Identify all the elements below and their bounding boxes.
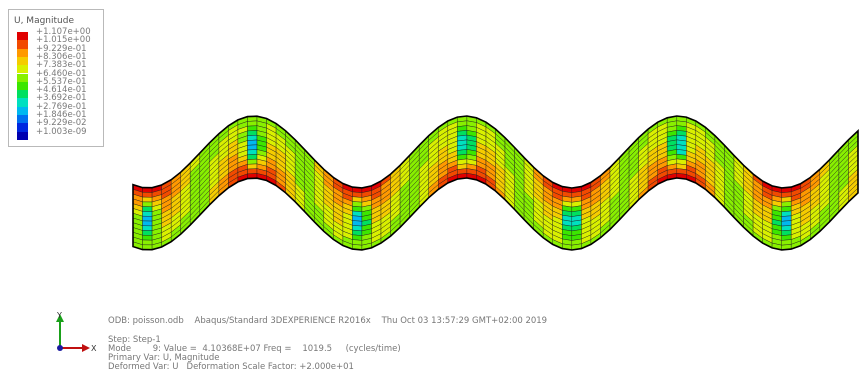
legend-entry: +7.383e-01 [14,61,102,74]
mesh-boundary [132,115,859,251]
legend-color-swatch [17,98,28,107]
legend-entry: +5.537e-01 [14,77,102,91]
viewport-info: ODB: poisson.odb Abaqus/Standard 3DEXPER… [108,317,547,372]
legend-entry-label: +7.383e-01 [36,60,87,71]
mesh-element [142,215,153,222]
legend-entry-label: +1.003e-09 [36,126,87,137]
mesh-element [142,225,153,231]
legend-entry: +2.769e-01 [14,102,102,115]
legend-entry-label: +4.614e-01 [36,85,87,96]
legend-entry-label: +1.015e+00 [36,35,91,46]
contour-legend: U, Magnitude +1.107e+00 +1.015e+00 +9.229e… [8,9,104,147]
legend-entry: +9.229e-01 [14,44,102,57]
mesh-outline [132,115,859,251]
legend-entry-label: +1.107e+00 [36,27,91,37]
mesh-element [247,120,258,127]
step-info-line: Step: Step-1 [108,335,161,345]
mesh-element [247,125,258,132]
legend-entry: +1.107e+00 [14,28,102,41]
legend-entry: +1.015e+00 [14,36,102,49]
mesh-element [247,130,258,136]
mesh-element [142,201,153,208]
legend-entry-label: +8.306e-01 [36,51,87,62]
legend-color-swatch [17,131,28,140]
legend-title: U, Magnitude [14,16,74,26]
legend-color-swatch [17,106,28,115]
legend-color-swatch [17,56,28,66]
x-arrowhead [82,344,90,352]
mesh-element [247,139,258,146]
legend-color-swatch [17,115,28,124]
y-axis-label: Y [56,311,62,320]
legend-entry: +1.003e-09 [14,127,102,140]
mesh-element [142,211,153,217]
legend-entry-label: +1.846e-01 [36,110,87,120]
legend-entry: +6.460e-01 [14,69,102,82]
mesh-element [247,168,258,175]
legend-entry: +1.846e-01 [14,111,102,124]
mesh-element [142,192,153,198]
legend-entry-label: +6.460e-01 [36,68,87,79]
mesh-element [247,158,258,165]
legend-entry-label: +2.769e-01 [36,101,87,112]
mesh-element [142,220,153,227]
coordinate-triad: Y X [56,311,97,353]
primary-var-line: Primary Var: U, Magnitude [108,353,220,363]
legend-color-swatch [17,48,28,57]
mesh-element [247,144,258,151]
legend-color-swatch [17,90,28,99]
legend-entry: +3.692e-01 [14,94,102,107]
mesh-element [247,163,258,170]
mesh-element [781,210,792,217]
z-axis-dot [57,345,63,351]
legend-color-swatch [17,73,28,82]
legend-entry: +8.306e-01 [14,52,102,66]
legend-color-swatch [17,65,28,74]
mesh-element [142,230,153,236]
deformed-mesh-plot[interactable] [0,0,861,300]
mesh-element [247,134,258,141]
legend-entry-label: +3.692e-01 [36,93,87,104]
legend-color-swatch [17,40,28,49]
legend-entry: +4.614e-01 [14,86,102,99]
legend-entry-label: +9.229e-01 [36,43,87,54]
mesh-element [781,225,792,232]
mesh-element [142,206,153,212]
mesh-cells [132,115,859,251]
legend-color-swatch [17,32,28,41]
mesh-element [142,239,153,246]
legend-color-swatch [17,123,28,132]
odb-info-line: ODB: poisson.odb Abaqus/Standard 3DEXPER… [108,316,548,326]
y-arrowhead [56,314,64,322]
mesh-element [142,234,153,241]
mesh-element [247,149,258,156]
legend-entry-label: +9.229e-02 [36,118,87,129]
legend-entry-label: +5.537e-01 [36,76,87,87]
deformed-var-line: Deformed Var: U Deformation Scale Factor… [108,362,354,372]
mesh-element [142,196,153,203]
mesh-element [247,154,258,160]
legend-color-swatch [17,81,28,91]
mode-info-line: Mode 9: Value = 4.10368E+07 Freq = 1019.… [108,344,401,354]
x-axis-label: X [91,344,97,353]
legend-entry: +9.229e-02 [14,119,102,132]
